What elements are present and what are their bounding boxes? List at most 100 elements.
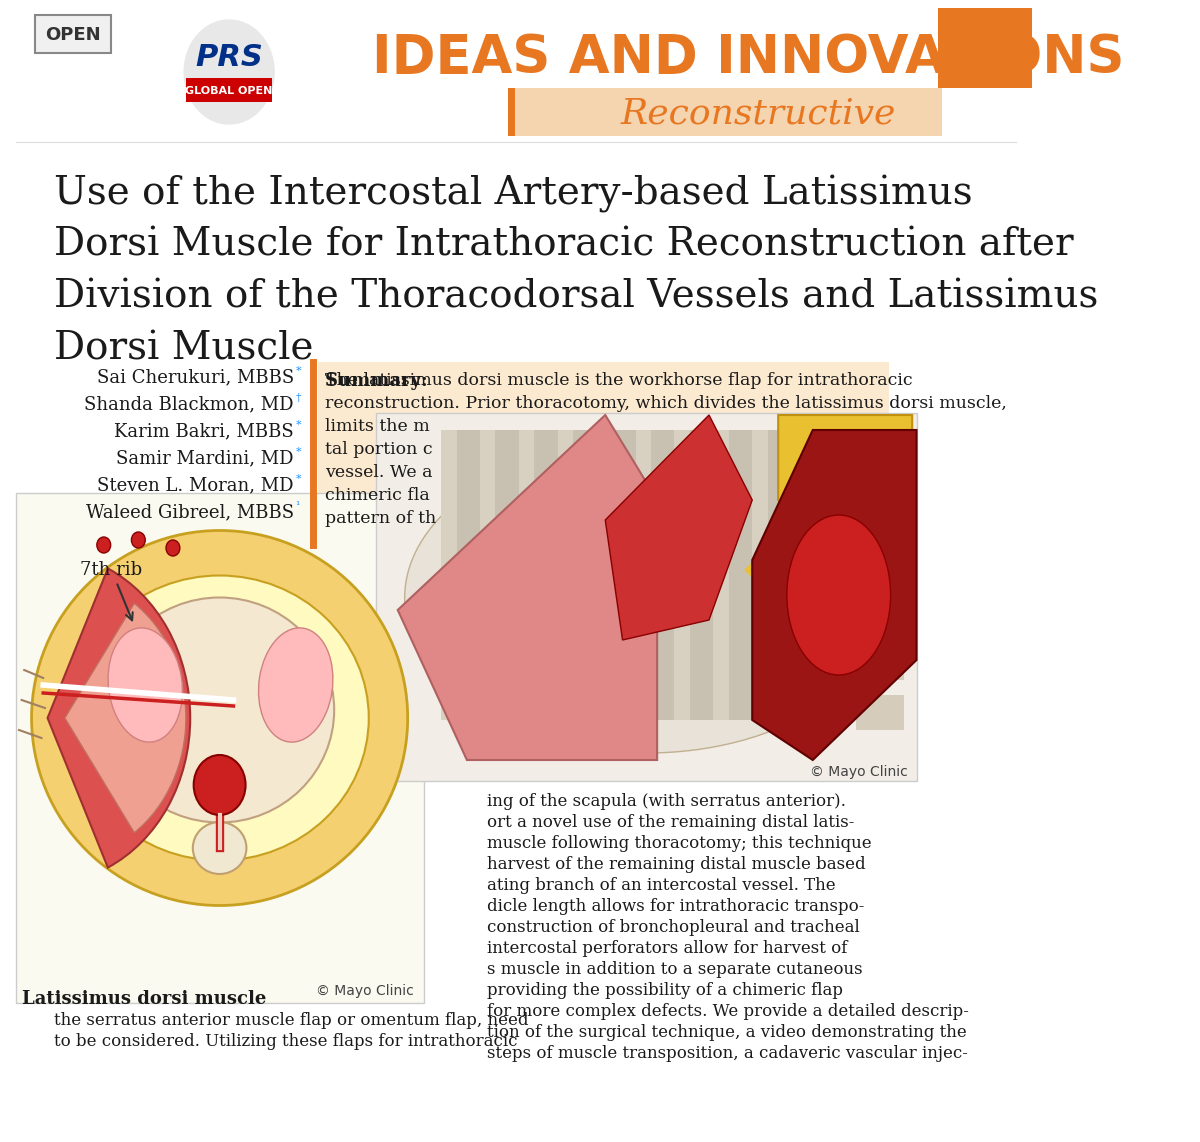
Text: providing the possibility of a chimeric flap: providing the possibility of a chimeric … <box>487 982 842 999</box>
Bar <box>752 431 768 719</box>
Text: Summary:: Summary: <box>325 372 434 391</box>
Circle shape <box>97 537 110 553</box>
Ellipse shape <box>31 531 408 906</box>
Bar <box>35 15 110 53</box>
Text: intercostal perforators allow for harvest of: intercostal perforators allow for harves… <box>487 940 847 957</box>
Bar <box>16 493 424 1003</box>
Text: the serratus anterior muscle flap or omentum flap, need: the serratus anterior muscle flap or ome… <box>54 1012 528 1029</box>
Text: Latissimus dorsi muscle: Latissimus dorsi muscle <box>22 990 266 1008</box>
Bar <box>534 431 558 719</box>
Bar <box>574 431 596 719</box>
Ellipse shape <box>787 515 890 675</box>
Circle shape <box>132 532 145 548</box>
Text: Waleed Gibreel, MBBS: Waleed Gibreel, MBBS <box>86 502 294 521</box>
Text: 7th rib: 7th rib <box>80 561 143 620</box>
Text: ort a novel use of the remaining distal latis-: ort a novel use of the remaining distal … <box>487 814 854 831</box>
Bar <box>856 595 904 630</box>
Text: Shanda Blackmon, MD: Shanda Blackmon, MD <box>84 395 294 413</box>
Text: GLOBAL OPEN: GLOBAL OPEN <box>186 86 272 96</box>
Bar <box>856 695 904 730</box>
Polygon shape <box>778 415 912 555</box>
Text: harvest of the remaining distal muscle based: harvest of the remaining distal muscle b… <box>487 856 865 872</box>
Text: *: * <box>295 420 301 431</box>
Bar <box>690 431 713 719</box>
Bar <box>558 431 574 719</box>
Bar <box>518 431 534 719</box>
Wedge shape <box>65 603 186 833</box>
Text: limits the m: limits the m <box>325 418 430 435</box>
Bar <box>496 431 518 719</box>
Text: Use of the Intercostal Artery-based Latissimus: Use of the Intercostal Artery-based Lati… <box>54 175 972 214</box>
Bar <box>674 431 690 719</box>
Text: chimeric fla: chimeric fla <box>325 486 430 504</box>
Text: pattern of th: pattern of th <box>325 510 437 526</box>
Bar <box>636 431 652 719</box>
Text: PRS: PRS <box>196 43 263 72</box>
Bar <box>456 431 480 719</box>
Text: to be considered. Utilizing these flaps for intrathoracic: to be considered. Utilizing these flaps … <box>54 1034 517 1049</box>
Polygon shape <box>752 431 917 759</box>
Text: reconstruction. Prior thoracotomy, which divides the latissimus dorsi muscle,: reconstruction. Prior thoracotomy, which… <box>325 395 1007 412</box>
Text: *: * <box>295 365 301 376</box>
Text: dicle length allows for intrathoracic transpo-: dicle length allows for intrathoracic tr… <box>487 898 864 915</box>
Text: *: * <box>295 474 301 484</box>
Text: Samir Mardini, MD: Samir Mardini, MD <box>116 449 294 467</box>
Bar <box>480 431 496 719</box>
Bar <box>768 431 791 719</box>
Bar <box>186 78 272 102</box>
Bar <box>728 431 752 719</box>
Text: tal portion c: tal portion c <box>325 441 433 458</box>
Text: Dorsi Muscle: Dorsi Muscle <box>54 331 313 368</box>
Text: Reconstructive: Reconstructive <box>620 96 896 130</box>
Bar <box>612 431 636 719</box>
Text: ¹: ¹ <box>295 501 300 510</box>
Text: ing of the scapula (with serratus anterior).: ing of the scapula (with serratus anteri… <box>487 793 846 810</box>
Text: construction of bronchopleural and tracheal: construction of bronchopleural and trach… <box>487 919 859 936</box>
Text: s muscle in addition to a separate cutaneous: s muscle in addition to a separate cutan… <box>487 962 863 978</box>
Wedge shape <box>48 569 191 868</box>
Ellipse shape <box>108 628 182 742</box>
Ellipse shape <box>193 822 246 874</box>
Ellipse shape <box>71 576 368 861</box>
Circle shape <box>193 755 246 815</box>
Text: Karim Bakri, MBBS: Karim Bakri, MBBS <box>114 423 294 440</box>
Text: Dorsi Muscle for Intrathoracic Reconstruction after: Dorsi Muscle for Intrathoracic Reconstru… <box>54 227 1073 264</box>
Bar <box>318 362 889 547</box>
Circle shape <box>166 540 180 556</box>
Bar <box>652 431 674 719</box>
Polygon shape <box>605 415 752 640</box>
Text: ating branch of an intercostal vessel. The: ating branch of an intercostal vessel. T… <box>487 877 835 894</box>
Circle shape <box>184 21 274 124</box>
Text: © Mayo Clinic: © Mayo Clinic <box>316 984 413 998</box>
Text: © Mayo Clinic: © Mayo Clinic <box>810 765 908 779</box>
Text: Sai Cherukuri, MBBS: Sai Cherukuri, MBBS <box>97 368 294 386</box>
Bar <box>440 431 456 719</box>
Bar <box>806 431 830 719</box>
Ellipse shape <box>258 628 332 742</box>
Text: muscle following thoracotomy; this technique: muscle following thoracotomy; this techn… <box>487 835 871 852</box>
Bar <box>596 431 612 719</box>
Bar <box>856 494 904 530</box>
Text: steps of muscle transposition, a cadaveric vascular injec-: steps of muscle transposition, a cadaver… <box>487 1045 967 1062</box>
Polygon shape <box>397 415 658 759</box>
Text: Steven L. Moran, MD: Steven L. Moran, MD <box>97 476 294 494</box>
Text: *: * <box>295 447 301 457</box>
Bar <box>856 545 904 580</box>
Bar <box>713 431 728 719</box>
Text: OPEN: OPEN <box>44 26 101 45</box>
Text: IDEAS AND INNOVATIONS: IDEAS AND INNOVATIONS <box>372 32 1124 85</box>
Bar <box>510 88 942 136</box>
Bar <box>376 413 917 781</box>
Text: The latissimus dorsi muscle is the workhorse flap for intrathoracic: The latissimus dorsi muscle is the workh… <box>325 372 913 389</box>
Bar <box>791 431 806 719</box>
Text: †: † <box>295 393 301 403</box>
Text: vessel. We a: vessel. We a <box>325 464 433 481</box>
Text: for more complex defects. We provide a detailed descrip-: for more complex defects. We provide a d… <box>487 1003 968 1020</box>
Bar <box>856 645 904 679</box>
Bar <box>509 88 515 136</box>
Bar <box>938 8 1032 88</box>
Bar <box>856 445 904 480</box>
Ellipse shape <box>106 597 334 822</box>
Text: Division of the Thoracodorsal Vessels and Latissimus: Division of the Thoracodorsal Vessels an… <box>54 279 1098 316</box>
Ellipse shape <box>404 443 889 753</box>
